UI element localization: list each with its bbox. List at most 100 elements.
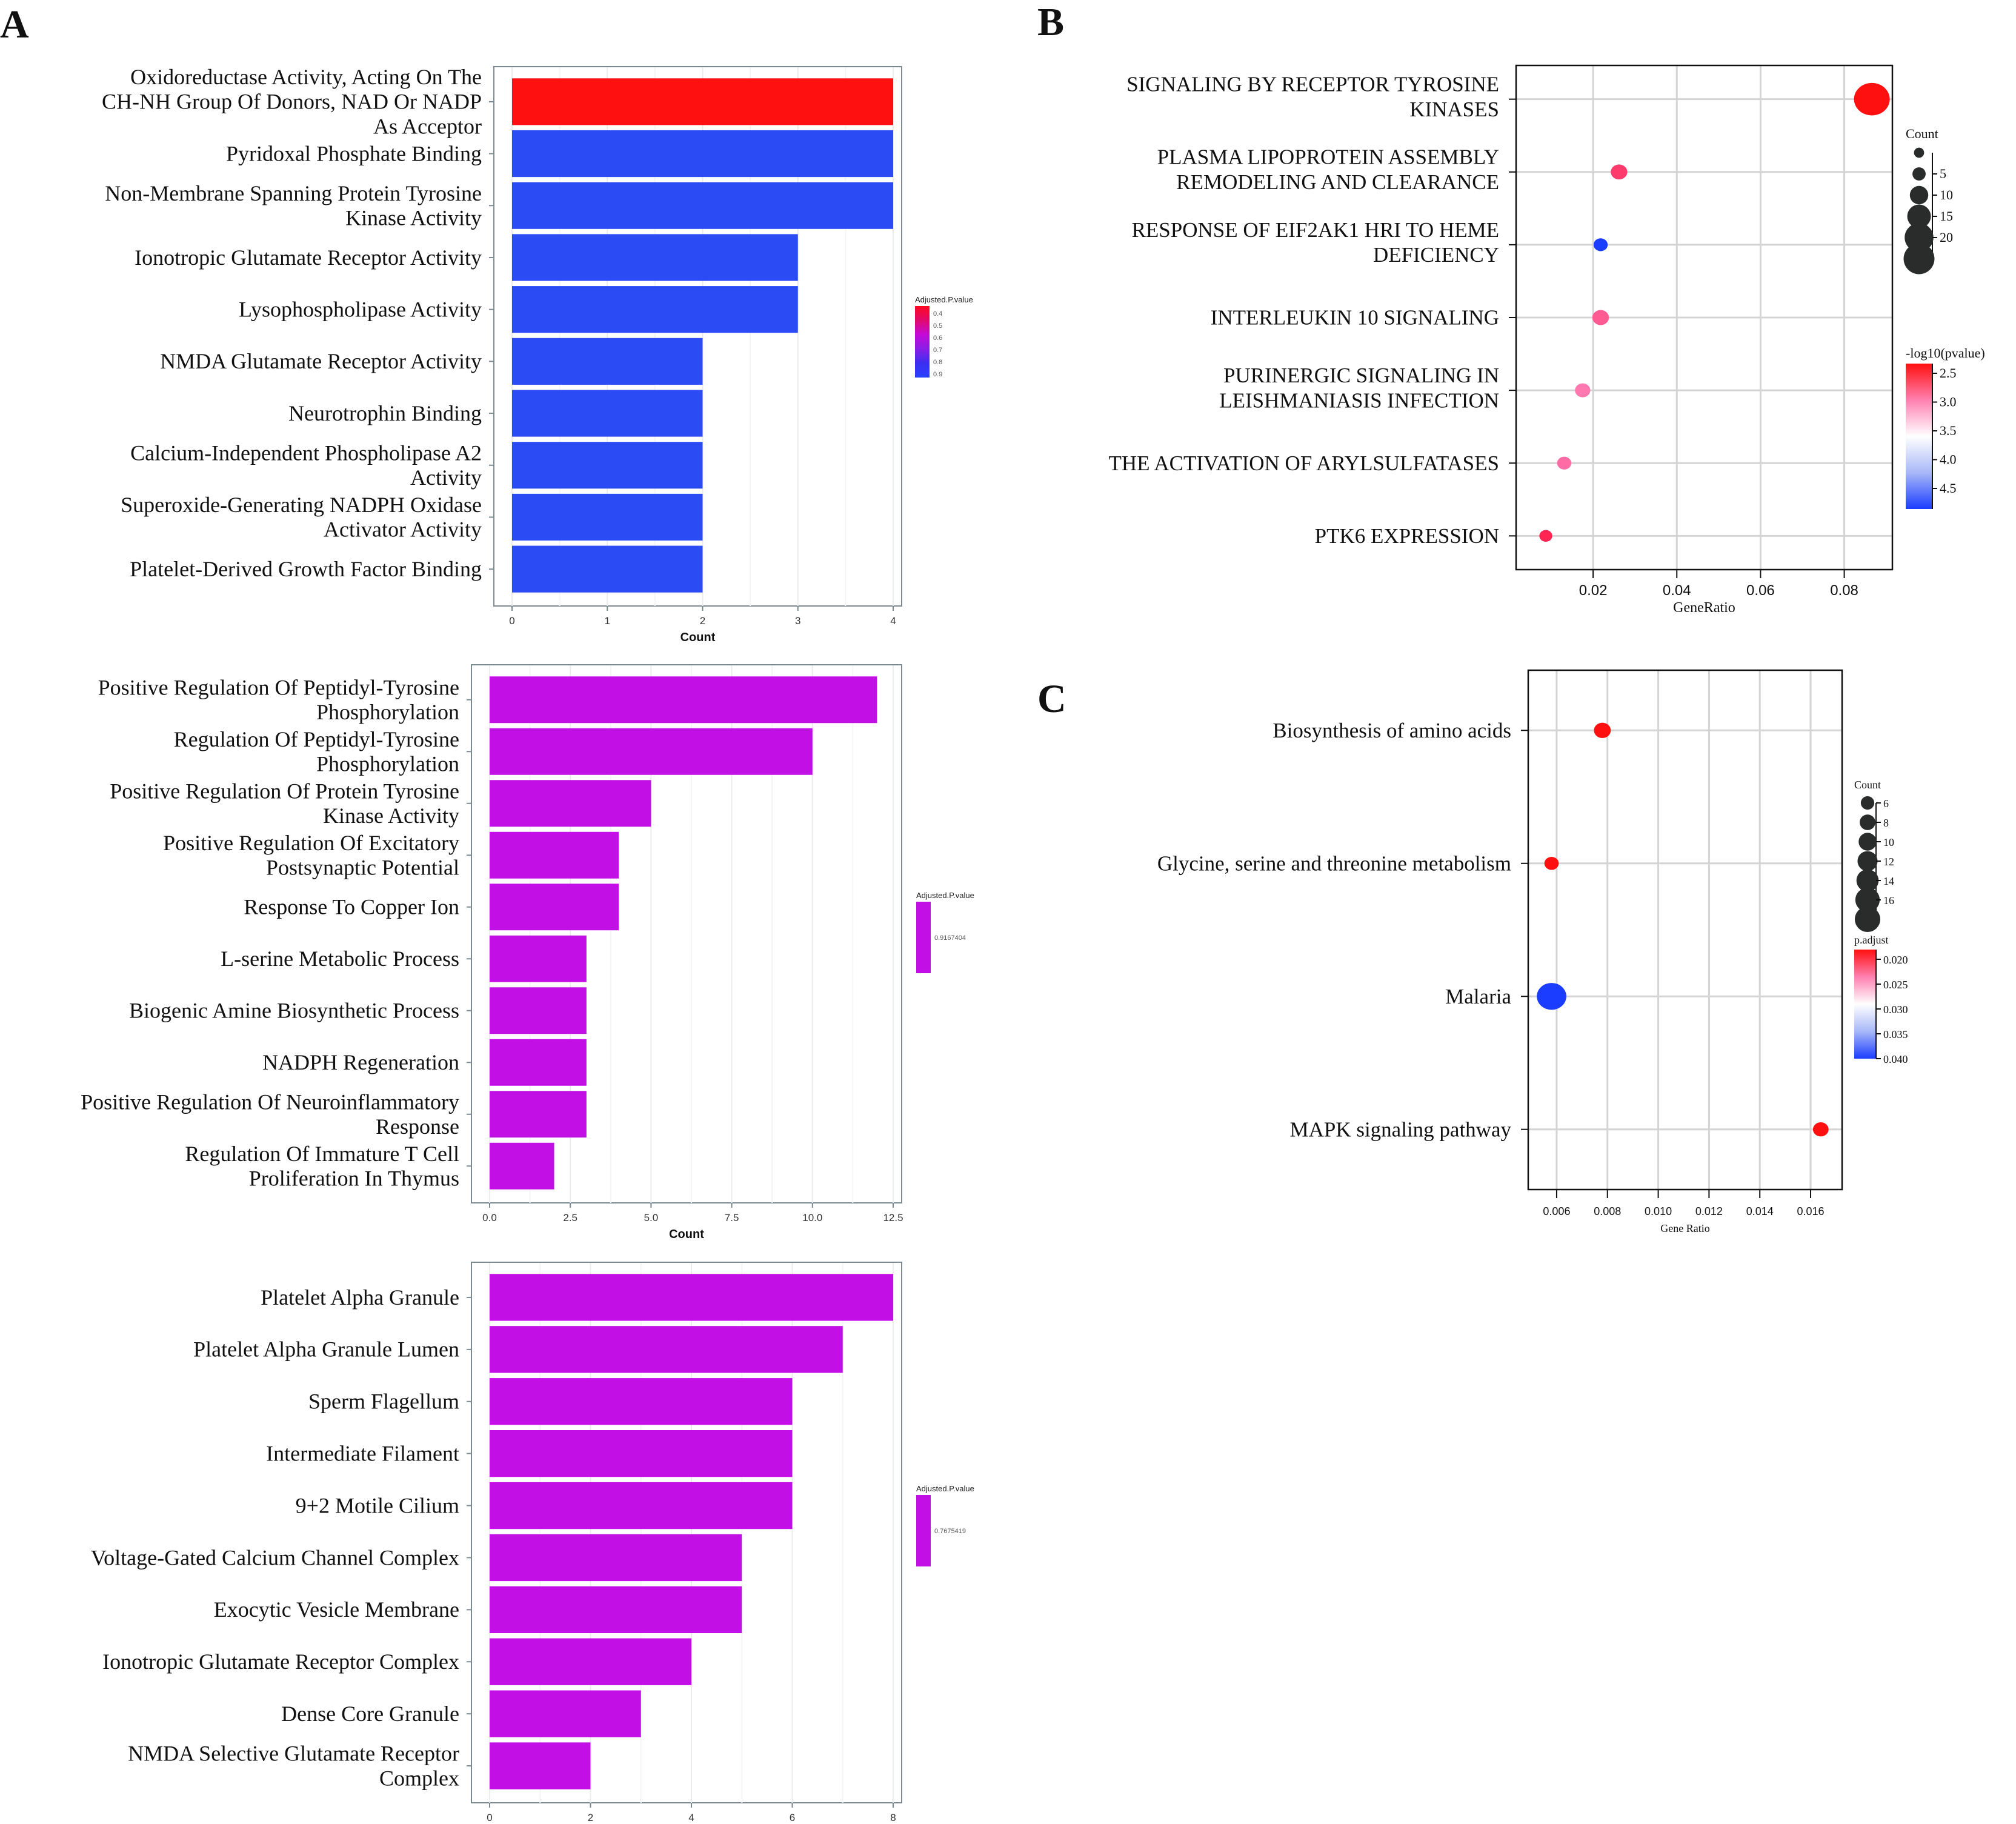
bar bbox=[490, 1534, 742, 1582]
size-legend-label: 5 bbox=[1940, 166, 1946, 181]
bar bbox=[490, 728, 813, 775]
size-legend-label: 8 bbox=[1883, 817, 1889, 829]
chart-a1: 0 1 2 3 4 Count Oxidoreductase Activity, Actin… bbox=[102, 65, 973, 644]
size-legend-label: 12 bbox=[1883, 856, 1894, 868]
x-tick-label: 0.02 bbox=[1579, 582, 1608, 599]
data-point bbox=[1854, 82, 1890, 116]
bar bbox=[512, 545, 703, 593]
category-label: Intermediate Filament bbox=[266, 1442, 459, 1466]
size-legend-dot bbox=[1909, 185, 1929, 205]
bar bbox=[490, 1326, 843, 1373]
legend-tick-label: 0.8 bbox=[933, 359, 942, 366]
x-tick-label: 6 bbox=[790, 1812, 795, 1823]
bar bbox=[490, 884, 619, 931]
data-point bbox=[1594, 722, 1611, 738]
bar bbox=[512, 338, 703, 385]
x-tick-label: 0.014 bbox=[1746, 1205, 1774, 1217]
size-legend-label: 10 bbox=[1883, 836, 1894, 848]
category-label: Biogenic Amine Biosynthetic Process bbox=[129, 999, 459, 1023]
size-legend-label: 16 bbox=[1883, 894, 1894, 907]
category-label: Superoxide-Generating NADPH Oxidase Activ… bbox=[121, 493, 482, 542]
color-legend-label: 4.5 bbox=[1940, 481, 1957, 496]
data-point bbox=[1557, 456, 1572, 470]
x-tick-label: 0.012 bbox=[1695, 1205, 1723, 1217]
size-legend-dot bbox=[1855, 887, 1880, 913]
x-tick-label: 10.0 bbox=[802, 1212, 822, 1223]
bar bbox=[490, 1742, 591, 1789]
category-label: L-serine Metabolic Process bbox=[221, 947, 459, 971]
category-label: INTERLEUKIN 10 SIGNALING bbox=[1211, 306, 1499, 330]
size-legend-dot bbox=[1854, 906, 1881, 933]
category-label: Positive Regulation Of Protein Tyrosine K… bbox=[110, 779, 459, 828]
data-point bbox=[1592, 310, 1609, 325]
color-legend-label: 3.0 bbox=[1940, 394, 1957, 410]
bar bbox=[490, 1638, 691, 1685]
x-tick-label: 2.5 bbox=[563, 1212, 577, 1223]
x-tick-label: 0 bbox=[487, 1812, 492, 1823]
x-tick-label: 4 bbox=[688, 1812, 694, 1823]
legend-tick-label: 0.6 bbox=[933, 335, 942, 342]
color-legend-label: 0.040 bbox=[1883, 1053, 1908, 1065]
bar bbox=[490, 1378, 793, 1425]
chart-a3: 02468CountPlatelet Alpha GranulePlatelet… bbox=[91, 1262, 974, 1823]
size-legend-label: 20 bbox=[1940, 230, 1953, 245]
x-tick-label: 1 bbox=[605, 615, 610, 627]
x-axis-title: Gene Ratio bbox=[1660, 1222, 1709, 1234]
color-legend-label: 0.025 bbox=[1883, 979, 1908, 991]
category-label: Platelet Alpha Granule bbox=[261, 1285, 459, 1310]
plot-frame bbox=[1515, 64, 1894, 571]
legend-tick-label: 0.9167404 bbox=[934, 934, 966, 942]
bar bbox=[490, 1039, 587, 1086]
category-label: Regulation Of Peptidyl-Tyrosine Phosphory… bbox=[174, 727, 459, 776]
category-label: PURINERGIC SIGNALING IN LEISHMANIASIS INF… bbox=[1219, 364, 1499, 412]
panel-label-a: A bbox=[0, 2, 29, 47]
category-label: Oxidoreductase Activity, Acting On The CH… bbox=[102, 65, 482, 138]
category-label: Positive Regulation Of Excitatory Postsyn… bbox=[163, 831, 459, 880]
bar bbox=[512, 78, 893, 125]
color-legend-label: 4.0 bbox=[1940, 452, 1957, 467]
legend-tick-label: 0.5 bbox=[933, 322, 942, 330]
category-label: Voltage-Gated Calcium Channel Complex bbox=[91, 1545, 459, 1569]
chart-c: 0.006 0.008 0.010 0.012 0.014 0.016 Biosynthes… bbox=[1157, 669, 1908, 1234]
size-legend-label: 15 bbox=[1940, 208, 1953, 224]
x-tick-label: 3 bbox=[795, 615, 800, 627]
x-tick-label: 0.010 bbox=[1645, 1205, 1672, 1217]
bar bbox=[490, 1690, 641, 1737]
x-axis-title: Count bbox=[680, 631, 716, 644]
size-legend-label: 14 bbox=[1883, 875, 1894, 887]
legend-title: Adjusted.P.value bbox=[915, 295, 973, 304]
category-label: Calcium-Independent Phospholipase A2 Acti… bbox=[130, 441, 482, 490]
size-legend-dot bbox=[1912, 167, 1926, 181]
category-label: Positive Regulation Of Neuroinflammatory… bbox=[81, 1090, 459, 1139]
category-label: Exocytic Vesicle Membrane bbox=[214, 1597, 459, 1622]
x-tick-label: 0.08 bbox=[1830, 582, 1858, 599]
category-label: PTK6 EXPRESSION bbox=[1315, 524, 1499, 548]
bar bbox=[490, 1586, 742, 1634]
data-point bbox=[1593, 238, 1608, 251]
x-tick-label: 5.0 bbox=[644, 1212, 659, 1223]
category-label: Biosynthesis of amino acids bbox=[1272, 719, 1511, 742]
legend-tick-label: 0.4 bbox=[933, 310, 942, 318]
x-tick-label: 0.006 bbox=[1543, 1205, 1570, 1217]
x-tick-label: 2 bbox=[700, 615, 705, 627]
size-legend-label: 6 bbox=[1883, 797, 1889, 810]
size-legend-title: Count bbox=[1906, 126, 1938, 141]
x-axis-title: GeneRatio bbox=[1673, 600, 1735, 616]
x-tick-label: 4 bbox=[890, 615, 896, 627]
color-legend-bar bbox=[1854, 950, 1876, 1059]
bar bbox=[490, 780, 651, 827]
bar bbox=[490, 1274, 893, 1321]
category-label: NMDA Selective Glutamate Receptor Complex bbox=[128, 1742, 459, 1791]
size-legend-dot bbox=[1905, 223, 1934, 252]
bar bbox=[512, 390, 703, 437]
legend-tick-label: 0.9 bbox=[933, 371, 942, 378]
category-label: Positive Regulation Of Peptidyl-Tyrosine… bbox=[98, 675, 459, 724]
category-label: Regulation Of Immature T Cell Proliferati… bbox=[185, 1142, 459, 1191]
category-label: THE ACTIVATION OF ARYLSULFATASES bbox=[1109, 451, 1499, 475]
x-tick-label: 0.0 bbox=[482, 1212, 497, 1223]
plot-frame bbox=[1527, 669, 1843, 1191]
x-tick-label: 0.008 bbox=[1594, 1205, 1621, 1217]
category-label: Ionotropic Glutamate Receptor Activity bbox=[135, 245, 482, 270]
color-legend-label: 0.035 bbox=[1883, 1028, 1908, 1040]
category-label: Ionotropic Glutamate Receptor Complex bbox=[102, 1649, 459, 1674]
